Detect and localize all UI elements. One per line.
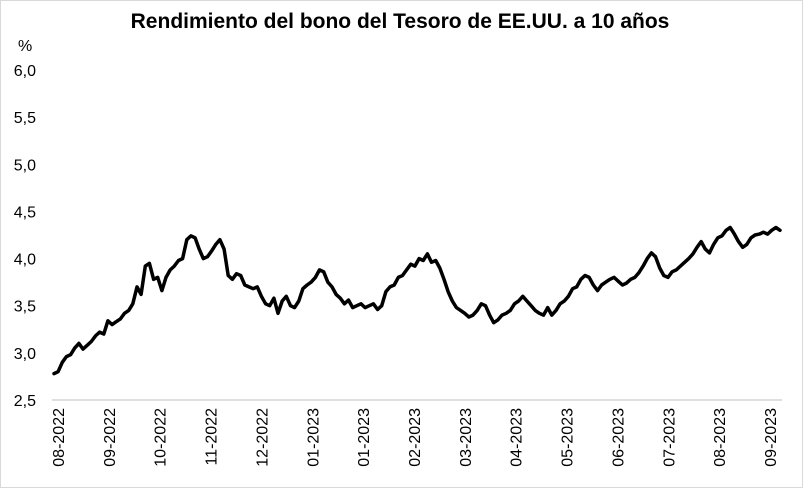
x-axis-ticks: 08-2022 09-2022 10-2022 11-2022 12-2022 01-20… [51, 408, 780, 467]
x-tick-label: 11-2022 [204, 408, 221, 466]
x-tick-label: 09-2022 [102, 408, 119, 467]
y-tick-label: 3,0 [14, 346, 36, 363]
chart-title: Rendimiento del bono del Tesoro de EE.UU… [131, 10, 670, 33]
x-tick-label: 03-2023 [458, 408, 475, 467]
y-tick-label: 2,5 [14, 393, 36, 410]
x-tick-label: 06-2023 [610, 408, 627, 467]
y-tick-label: 6,0 [14, 63, 36, 80]
x-tick-label: 02-2023 [407, 408, 424, 467]
x-tick-label: 10-2022 [153, 408, 170, 467]
x-tick-label: 07-2023 [661, 408, 678, 467]
y-tick-label: 5,0 [14, 157, 36, 174]
x-tick-label: 01-2023 [305, 408, 322, 467]
y-tick-label: 4,5 [14, 204, 36, 221]
x-tick-label: 09-2023 [763, 408, 780, 467]
series-line [52, 225, 782, 376]
x-tick-label: 05-2023 [560, 408, 577, 467]
x-tick-label: 01-2023 [356, 408, 373, 467]
x-tick-label: 12-2022 [254, 408, 271, 467]
y-tick-label: 4,0 [14, 252, 36, 269]
x-tick-label: 08-2022 [51, 408, 68, 467]
y-axis-unit-label: % [18, 38, 32, 55]
x-tick-label: 08-2023 [712, 408, 729, 467]
x-tick-label: 04-2023 [509, 408, 526, 467]
y-tick-label: 3,5 [14, 299, 36, 316]
y-tick-label: 5,5 [14, 110, 36, 127]
y-axis-ticks: 2,5 3,0 3,5 4,0 4,5 5,0 5,5 6,0 [14, 63, 36, 410]
